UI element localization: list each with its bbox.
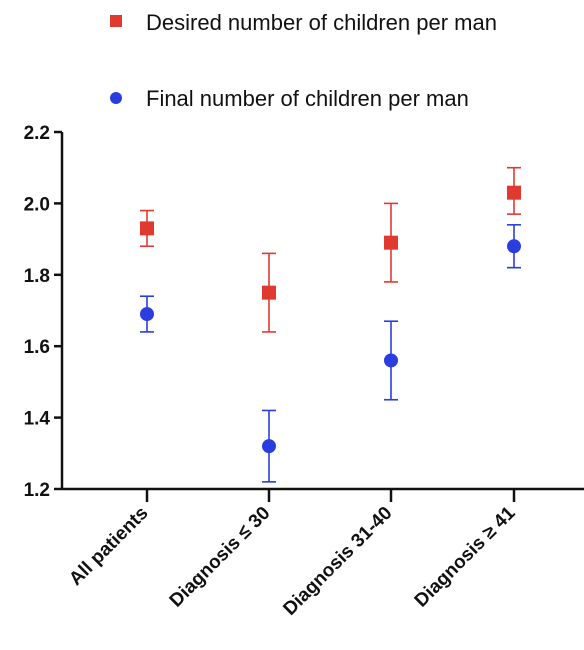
x-category-label: Diagnosis ≥ 41 bbox=[411, 502, 520, 611]
y-tick-label: 2.0 bbox=[24, 194, 50, 215]
data-point-circle bbox=[384, 353, 398, 368]
y-tick-label: 1.8 bbox=[24, 266, 50, 287]
y-tick-label: 1.4 bbox=[24, 409, 51, 430]
data-point-square bbox=[262, 285, 276, 300]
y-ticks: 1.2 1.4 1.6 1.8 2.0 2.2 bbox=[24, 123, 62, 501]
legend-label-final: Final number of children per man bbox=[146, 86, 469, 111]
data-point-circle bbox=[507, 239, 521, 254]
series-final bbox=[140, 224, 521, 483]
data-point-circle bbox=[140, 307, 154, 322]
legend: Desired number of children per man Final… bbox=[110, 10, 497, 111]
legend-marker-desired bbox=[110, 15, 122, 27]
legend-label-desired: Desired number of children per man bbox=[146, 10, 497, 35]
data-point-square bbox=[507, 185, 521, 200]
y-tick-label: 1.2 bbox=[24, 480, 50, 501]
x-ticks: All patients Diagnosis ≤ 30 Diagnosis 31-4… bbox=[65, 489, 520, 620]
y-tick-label: 2.2 bbox=[24, 123, 50, 144]
x-category-label: Diagnosis 31-40 bbox=[279, 503, 396, 620]
series-layer bbox=[140, 166, 521, 483]
data-point-square bbox=[140, 221, 154, 236]
data-point-square bbox=[384, 235, 398, 250]
axes bbox=[60, 132, 584, 491]
legend-marker-final bbox=[110, 92, 122, 104]
data-point-circle bbox=[262, 439, 276, 454]
y-tick-label: 1.6 bbox=[24, 337, 50, 358]
series-desired bbox=[140, 166, 521, 333]
x-category-label: All patients bbox=[65, 503, 152, 590]
x-category-label: Diagnosis ≤ 30 bbox=[166, 503, 275, 612]
